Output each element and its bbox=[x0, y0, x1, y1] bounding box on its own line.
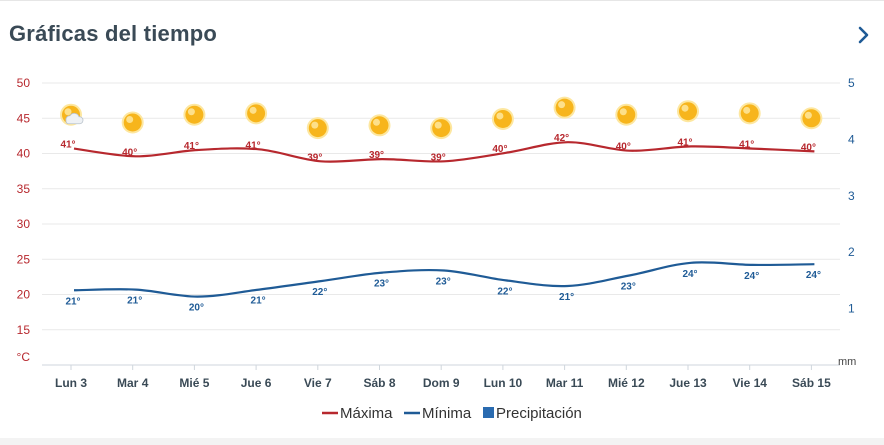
y-right-tick-label: 1 bbox=[848, 302, 855, 316]
sun-icon bbox=[615, 103, 638, 126]
chevron-right-icon bbox=[858, 26, 869, 44]
data-label-maxima: 41° bbox=[184, 141, 199, 152]
x-tick-label: Sáb 15 bbox=[792, 376, 831, 390]
y-left-tick-label: 25 bbox=[17, 252, 31, 266]
y-left-tick-label: 50 bbox=[17, 76, 31, 90]
data-label-minima: 21° bbox=[559, 292, 574, 303]
sun-icon bbox=[738, 102, 761, 125]
x-tick-label: Lun 3 bbox=[55, 376, 87, 390]
legend-swatch bbox=[483, 407, 494, 418]
sun-icon bbox=[553, 96, 576, 119]
y-right-tick-label: 4 bbox=[848, 132, 855, 146]
x-tick-label: Dom 9 bbox=[423, 376, 460, 390]
legend-label: Precipitación bbox=[496, 405, 582, 422]
series-line-minima bbox=[73, 261, 815, 298]
sun-icon bbox=[245, 102, 268, 125]
sun-icon bbox=[368, 114, 391, 137]
y-right-tick-label: 3 bbox=[848, 189, 855, 203]
series-line-maxima bbox=[73, 141, 815, 163]
data-label-minima: 21° bbox=[65, 296, 80, 307]
x-tick-label: Jue 13 bbox=[669, 376, 707, 390]
y-left-unit-label: °C bbox=[17, 350, 31, 364]
sun-icon bbox=[306, 117, 329, 140]
x-tick-label: Lun 10 bbox=[484, 376, 523, 390]
page-bottom-band bbox=[0, 438, 884, 445]
x-tick-label: Vie 14 bbox=[732, 376, 767, 390]
next-button[interactable] bbox=[852, 23, 876, 47]
sun-icon bbox=[430, 117, 453, 140]
legend-label: Mínima bbox=[422, 405, 472, 422]
data-label-minima: 22° bbox=[497, 286, 512, 297]
y-left-tick-label: 45 bbox=[17, 111, 31, 125]
data-label-maxima: 40° bbox=[492, 144, 507, 155]
y-right-tick-label: 2 bbox=[848, 245, 855, 259]
data-label-minima: 24° bbox=[682, 269, 697, 280]
sun-cloud-icon bbox=[60, 103, 84, 126]
y-left-tick-label: 15 bbox=[17, 323, 31, 337]
y-left-tick-label: 35 bbox=[17, 182, 31, 196]
data-label-maxima: 39° bbox=[431, 152, 446, 163]
y-left-tick-label: 30 bbox=[17, 217, 31, 231]
data-label-minima: 23° bbox=[436, 277, 451, 288]
data-label-maxima: 39° bbox=[307, 152, 322, 163]
y-left-tick-label: 40 bbox=[17, 147, 31, 161]
legend-label: Máxima bbox=[340, 405, 393, 422]
data-label-maxima: 39° bbox=[369, 150, 384, 161]
data-label-maxima: 41° bbox=[246, 140, 261, 151]
data-label-minima: 22° bbox=[312, 287, 327, 298]
sun-icon bbox=[800, 107, 823, 130]
x-tick-label: Mar 4 bbox=[117, 376, 149, 390]
x-tick-label: Mié 12 bbox=[608, 376, 645, 390]
data-label-minima: 24° bbox=[806, 270, 821, 281]
y-right-unit-label: mm bbox=[838, 356, 856, 368]
data-label-minima: 23° bbox=[374, 279, 389, 290]
data-label-maxima: 42° bbox=[554, 133, 569, 144]
page-title: Gráficas del tiempo bbox=[9, 21, 217, 46]
y-left-tick-label: 20 bbox=[17, 288, 31, 302]
x-tick-label: Mié 5 bbox=[179, 376, 209, 390]
data-label-maxima: 41° bbox=[60, 140, 75, 151]
x-tick-label: Vie 7 bbox=[304, 376, 332, 390]
sun-icon bbox=[491, 107, 514, 130]
sun-icon bbox=[183, 103, 206, 126]
data-label-minima: 21° bbox=[251, 296, 266, 307]
data-label-maxima: 41° bbox=[739, 140, 754, 151]
data-label-minima: 20° bbox=[189, 303, 204, 314]
x-tick-label: Sáb 8 bbox=[363, 376, 395, 390]
sun-icon bbox=[677, 100, 699, 123]
y-right-tick-label: 5 bbox=[848, 76, 855, 90]
x-tick-label: Jue 6 bbox=[241, 376, 272, 390]
data-label-minima: 24° bbox=[744, 271, 759, 282]
data-label-maxima: 40° bbox=[801, 142, 816, 153]
x-tick-label: Mar 11 bbox=[546, 376, 584, 390]
data-label-maxima: 40° bbox=[616, 142, 631, 153]
data-label-maxima: 41° bbox=[677, 137, 692, 148]
data-label-maxima: 40° bbox=[122, 147, 137, 158]
data-label-minima: 21° bbox=[127, 296, 142, 307]
sun-icon bbox=[121, 111, 144, 134]
data-label-minima: 23° bbox=[621, 281, 636, 292]
